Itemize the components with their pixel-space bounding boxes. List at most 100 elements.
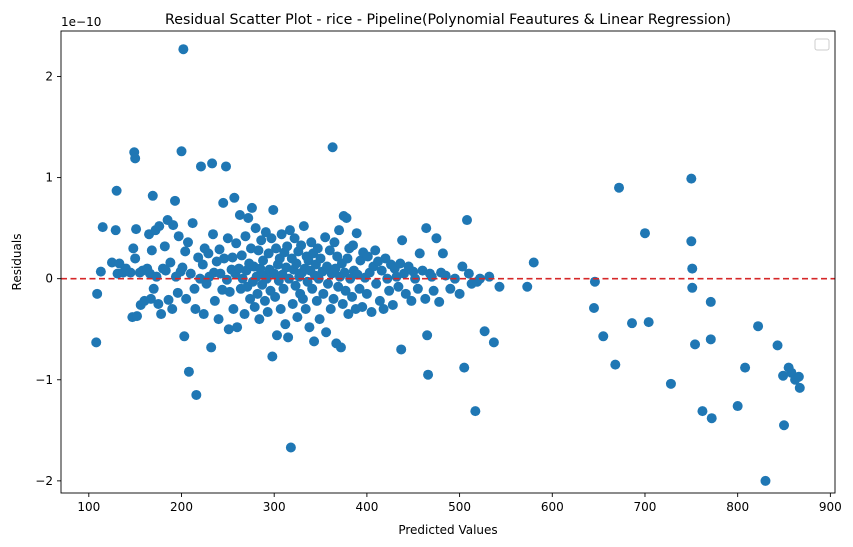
scatter-point <box>229 192 240 203</box>
scatter-point <box>340 285 351 296</box>
scatter-point <box>195 161 206 172</box>
scatter-point <box>488 337 499 348</box>
scatter-point <box>262 307 273 318</box>
scatter-point <box>291 258 302 269</box>
scatter-point <box>312 243 323 254</box>
scatter-point <box>254 314 265 325</box>
scatter-point <box>393 281 404 292</box>
scatter-point <box>327 142 338 153</box>
scatter-point <box>215 268 226 279</box>
scatter-point <box>423 369 434 380</box>
scatter-point <box>182 237 193 248</box>
scatter-point <box>426 271 437 282</box>
scatter-point <box>269 268 280 279</box>
scatter-point <box>705 296 716 307</box>
scatter-point <box>163 294 174 305</box>
scatter-point <box>283 332 294 343</box>
scatter-point <box>258 255 269 266</box>
scatter-point <box>256 235 267 246</box>
scatter-point <box>366 307 377 318</box>
scatter-point <box>588 303 599 313</box>
scatter-point <box>422 330 433 341</box>
scatter-point <box>454 288 465 299</box>
scatter-point <box>361 288 372 299</box>
scatter-point <box>125 267 136 278</box>
scatter-point <box>282 241 293 252</box>
scatter-point <box>328 293 339 304</box>
scatter-point <box>445 283 456 294</box>
scatter-point <box>639 228 650 239</box>
scatter-point <box>170 195 181 206</box>
y-tick-label: 0 <box>45 272 53 286</box>
scatter-point <box>92 288 103 299</box>
scatter-point <box>249 301 260 312</box>
scatter-point <box>343 309 354 320</box>
scatter-point <box>221 161 231 172</box>
x-tick-label: 400 <box>355 500 378 514</box>
scatter-point <box>173 231 184 242</box>
scatter-point <box>146 245 157 256</box>
scatter-point <box>371 278 382 289</box>
scatter-point <box>428 285 439 296</box>
scatter-point <box>250 223 261 234</box>
scatter-point <box>355 255 366 266</box>
scatter-point <box>690 339 701 350</box>
y-tick-label: −1 <box>35 373 53 387</box>
scatter-point <box>421 223 432 234</box>
scatter-point <box>178 44 189 55</box>
scatter-point <box>239 309 250 320</box>
scatter-point <box>159 241 170 252</box>
scatter-point <box>228 304 239 315</box>
scatter-point <box>528 257 539 268</box>
scatter-point <box>687 263 698 274</box>
scatter-point <box>160 265 171 276</box>
scatter-point <box>172 287 183 298</box>
scatter-point <box>431 233 442 244</box>
scatter-point <box>231 238 242 249</box>
x-axis-label: Predicted Values <box>398 523 497 537</box>
scatter-point <box>209 295 220 306</box>
scatter-point <box>332 251 343 262</box>
scatter-point <box>224 286 235 297</box>
scatter-point <box>287 298 298 309</box>
scatter-point <box>278 283 289 294</box>
scatter-point <box>95 266 106 277</box>
scatter-point <box>267 351 278 362</box>
scatter-point <box>106 257 117 268</box>
scatter-point <box>296 240 307 251</box>
scatter-point <box>686 173 697 184</box>
scatter-point <box>412 283 423 294</box>
scatter-point <box>151 271 162 282</box>
scatter-point <box>370 245 381 256</box>
scatter-point <box>177 262 188 273</box>
legend-box <box>814 38 830 51</box>
scatter-point <box>236 250 247 261</box>
scatter-point <box>740 362 751 373</box>
scatter-point <box>179 331 190 342</box>
scatter-point <box>181 293 192 304</box>
y-tick-label: −2 <box>35 474 53 488</box>
scatter-point <box>189 283 200 294</box>
y-axis-label: Residuals <box>10 234 24 291</box>
scatter-point <box>183 366 194 377</box>
scatter-point <box>284 225 295 236</box>
scatter-point <box>259 295 270 306</box>
scatter-point <box>167 304 178 315</box>
scatter-point <box>214 244 225 255</box>
scatter-point <box>290 280 301 291</box>
scatter-point <box>263 248 274 259</box>
scatter-point <box>705 334 716 345</box>
y-tick-label: 1 <box>45 171 53 185</box>
scatter-point <box>275 304 286 315</box>
y-tick-label: 2 <box>45 69 53 83</box>
x-axis-ticks: 100 200 300 400 500 600 700 800 900 <box>77 493 842 514</box>
scatter-point <box>437 248 448 259</box>
scatter-point <box>111 185 122 196</box>
scatter-point <box>298 221 309 232</box>
scatter-point <box>130 253 141 264</box>
scatter-point <box>610 359 621 370</box>
x-tick-label: 500 <box>448 500 471 514</box>
scatter-point <box>337 298 348 309</box>
scatter-point <box>387 299 398 310</box>
scatter-point <box>311 295 322 306</box>
